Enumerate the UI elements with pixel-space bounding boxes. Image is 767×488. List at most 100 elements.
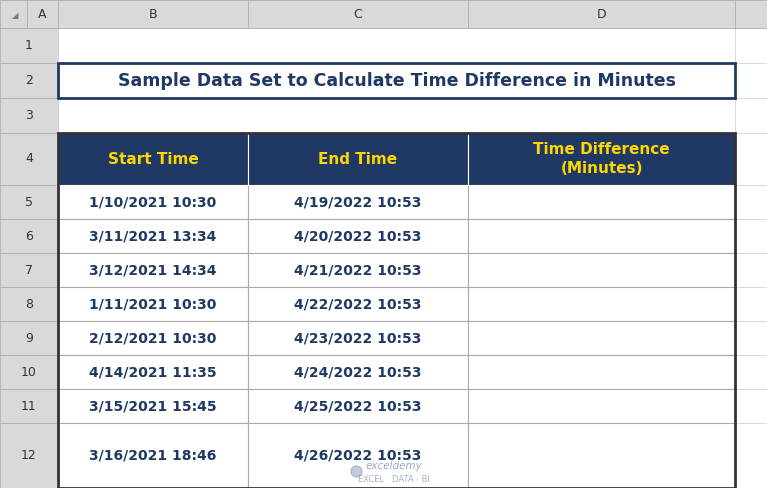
Bar <box>58 389 248 423</box>
Text: exceldemy: exceldemy <box>365 461 422 471</box>
Bar <box>58 185 735 219</box>
Bar <box>468 287 735 321</box>
Text: Start Time: Start Time <box>107 151 199 166</box>
Bar <box>58 389 735 423</box>
Bar <box>248 287 468 321</box>
Bar <box>0 185 58 219</box>
Bar <box>735 389 767 423</box>
Text: 4: 4 <box>25 152 33 165</box>
Text: Sample Data Set to Calculate Time Difference in Minutes: Sample Data Set to Calculate Time Differ… <box>117 72 676 89</box>
Bar <box>468 0 735 28</box>
Bar <box>0 28 58 63</box>
Text: D: D <box>597 7 606 20</box>
Bar <box>468 219 735 253</box>
Text: 1/10/2021 10:30: 1/10/2021 10:30 <box>90 195 216 209</box>
Text: 4/22/2022 10:53: 4/22/2022 10:53 <box>295 297 422 311</box>
Bar <box>248 389 468 423</box>
Bar <box>468 321 735 355</box>
Bar <box>248 219 468 253</box>
Bar <box>58 321 248 355</box>
Text: 4/21/2022 10:53: 4/21/2022 10:53 <box>295 263 422 277</box>
Text: 4/23/2022 10:53: 4/23/2022 10:53 <box>295 331 422 345</box>
Text: 4/24/2022 10:53: 4/24/2022 10:53 <box>295 365 422 379</box>
Text: 10: 10 <box>21 366 37 379</box>
Bar <box>0 253 58 287</box>
Bar <box>0 0 767 28</box>
Text: 7: 7 <box>25 264 33 277</box>
Bar <box>0 133 58 185</box>
Text: 9: 9 <box>25 331 33 345</box>
Text: B: B <box>149 7 157 20</box>
Text: 4/25/2022 10:53: 4/25/2022 10:53 <box>295 399 422 413</box>
Bar <box>0 321 58 355</box>
Bar <box>248 355 468 389</box>
Text: A: A <box>38 7 47 20</box>
Text: 4/14/2021 11:35: 4/14/2021 11:35 <box>89 365 217 379</box>
Text: ◢: ◢ <box>12 11 18 20</box>
Bar <box>468 355 735 389</box>
Text: 3/16/2021 18:46: 3/16/2021 18:46 <box>89 448 217 463</box>
Bar <box>248 423 468 488</box>
Bar <box>735 287 767 321</box>
Bar <box>248 321 468 355</box>
Bar <box>58 423 735 488</box>
Bar <box>58 28 735 63</box>
Text: 12: 12 <box>21 449 37 462</box>
Bar <box>58 355 248 389</box>
Bar <box>58 0 248 28</box>
Text: C: C <box>354 7 362 20</box>
Bar <box>0 389 58 423</box>
Text: 3/11/2021 13:34: 3/11/2021 13:34 <box>89 229 217 243</box>
Bar <box>735 98 767 133</box>
Bar <box>0 355 58 389</box>
Bar <box>735 253 767 287</box>
Bar <box>0 98 58 133</box>
Text: 4/26/2022 10:53: 4/26/2022 10:53 <box>295 448 422 463</box>
Text: 4/19/2022 10:53: 4/19/2022 10:53 <box>295 195 422 209</box>
Bar <box>0 423 58 488</box>
Text: 1: 1 <box>25 39 33 52</box>
Bar <box>468 389 735 423</box>
Bar <box>735 133 767 185</box>
Text: Time Difference
(Minutes): Time Difference (Minutes) <box>533 142 670 176</box>
Text: 2: 2 <box>25 74 33 87</box>
Text: EXCEL · DATA · BI: EXCEL · DATA · BI <box>357 474 430 484</box>
Text: 1/11/2021 10:30: 1/11/2021 10:30 <box>89 297 217 311</box>
Bar <box>468 253 735 287</box>
Text: 2/12/2021 10:30: 2/12/2021 10:30 <box>89 331 217 345</box>
Text: 11: 11 <box>21 400 37 412</box>
Bar <box>58 63 735 98</box>
Text: 6: 6 <box>25 229 33 243</box>
Bar <box>27 0 58 28</box>
Bar <box>735 63 767 98</box>
Bar <box>58 287 248 321</box>
Text: 4/20/2022 10:53: 4/20/2022 10:53 <box>295 229 422 243</box>
Bar <box>58 133 735 488</box>
Bar <box>248 185 468 219</box>
Bar <box>735 28 767 63</box>
Bar <box>0 63 58 98</box>
Bar <box>735 219 767 253</box>
Bar <box>735 185 767 219</box>
Bar <box>0 287 58 321</box>
Bar <box>468 185 735 219</box>
Text: 8: 8 <box>25 298 33 310</box>
Text: 3: 3 <box>25 109 33 122</box>
Bar <box>248 253 468 287</box>
Bar <box>735 0 767 28</box>
Bar <box>58 63 735 98</box>
Bar <box>58 423 248 488</box>
Text: 5: 5 <box>25 196 33 208</box>
Bar <box>58 321 735 355</box>
Text: 3/15/2021 15:45: 3/15/2021 15:45 <box>89 399 217 413</box>
Bar <box>58 219 248 253</box>
Text: End Time: End Time <box>318 151 397 166</box>
Bar <box>58 219 735 253</box>
Text: 3/12/2021 14:34: 3/12/2021 14:34 <box>89 263 217 277</box>
Bar <box>58 133 248 185</box>
Bar <box>735 423 767 488</box>
Bar <box>58 355 735 389</box>
Bar <box>0 0 27 28</box>
Bar <box>58 133 735 185</box>
Bar <box>468 423 735 488</box>
